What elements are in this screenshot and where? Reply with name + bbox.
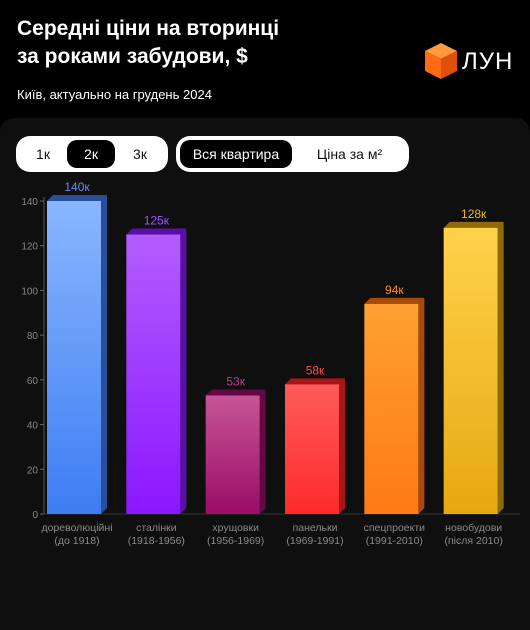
x-tick-label: новобудови bbox=[445, 522, 502, 534]
x-tick-label-sub: (1956-1969) bbox=[207, 535, 264, 547]
x-tick-label-sub: (до 1918) bbox=[54, 535, 99, 547]
x-tick-label: панельки bbox=[293, 522, 338, 534]
bar[interactable] bbox=[126, 234, 181, 515]
y-tick-label: 20 bbox=[27, 465, 39, 476]
bar-value-label: 140к bbox=[64, 180, 90, 194]
bar-side-face bbox=[418, 297, 425, 514]
bar-side-face bbox=[180, 228, 187, 515]
rooms-1k-button[interactable]: 1к bbox=[36, 146, 50, 162]
bar-side-face bbox=[339, 378, 345, 514]
x-tick-label-sub: (1969-1991) bbox=[286, 535, 343, 547]
bar-top-face bbox=[443, 221, 504, 228]
cube-logo-icon bbox=[425, 43, 457, 79]
bar-value-label: 58к bbox=[306, 363, 325, 377]
y-tick-label: 0 bbox=[32, 510, 38, 521]
bar[interactable] bbox=[285, 384, 339, 514]
bar-side-face bbox=[497, 221, 504, 515]
price-per-m2-button[interactable]: Ціна за м² bbox=[316, 146, 383, 162]
bar-value-label: 128к bbox=[461, 207, 487, 221]
rooms-selector: 1к 2к 3к bbox=[16, 136, 168, 172]
logo-text: ЛУН bbox=[462, 48, 514, 75]
bar-side-face bbox=[259, 389, 266, 514]
rooms-3k-button[interactable]: 3к bbox=[133, 146, 147, 162]
bar-value-label: 125к bbox=[144, 214, 170, 228]
subtitle: Київ, актуально на грудень 2024 bbox=[17, 87, 212, 102]
y-tick-label: 80 bbox=[27, 331, 39, 342]
y-tick-label: 100 bbox=[21, 286, 38, 297]
page-title: Середні ціни на вторинці за роками забуд… bbox=[17, 17, 280, 68]
x-tick-label: дореволюційні bbox=[41, 522, 112, 534]
bar-value-label: 94к bbox=[385, 283, 404, 297]
x-tick-label: сталінки bbox=[136, 522, 177, 534]
bar-side-face bbox=[101, 195, 107, 514]
bar-top-face bbox=[47, 195, 107, 201]
y-tick-label: 120 bbox=[21, 242, 38, 253]
x-tick-label: хрущовки bbox=[212, 522, 259, 534]
bar-top-face bbox=[126, 228, 187, 235]
y-tick-label: 60 bbox=[27, 376, 39, 387]
bar-top-face bbox=[285, 378, 345, 385]
bar[interactable] bbox=[443, 227, 498, 515]
x-tick-label: спецпроекти bbox=[364, 522, 426, 534]
bar[interactable] bbox=[364, 303, 419, 514]
x-tick-label-sub: (після 2010) bbox=[444, 535, 502, 547]
y-tick-label: 40 bbox=[27, 421, 39, 432]
header: Середні ціни на вторинці за роками забуд… bbox=[0, 0, 530, 118]
bar-top-face bbox=[205, 389, 266, 396]
lun-logo: ЛУН bbox=[424, 42, 519, 80]
x-tick-label-sub: (1918-1956) bbox=[128, 535, 185, 547]
bar[interactable] bbox=[47, 201, 101, 514]
bar-value-label: 53к bbox=[226, 375, 245, 389]
price-mode-selector: Вся квартира Ціна за м² bbox=[176, 136, 409, 172]
x-tick-label-sub: (1991-2010) bbox=[366, 535, 423, 547]
whole-apartment-button[interactable]: Вся квартира bbox=[180, 140, 292, 168]
bar[interactable] bbox=[205, 395, 260, 514]
y-tick-label: 140 bbox=[21, 197, 38, 208]
rooms-2k-button[interactable]: 2к bbox=[67, 140, 115, 168]
bar-top-face bbox=[364, 297, 425, 304]
